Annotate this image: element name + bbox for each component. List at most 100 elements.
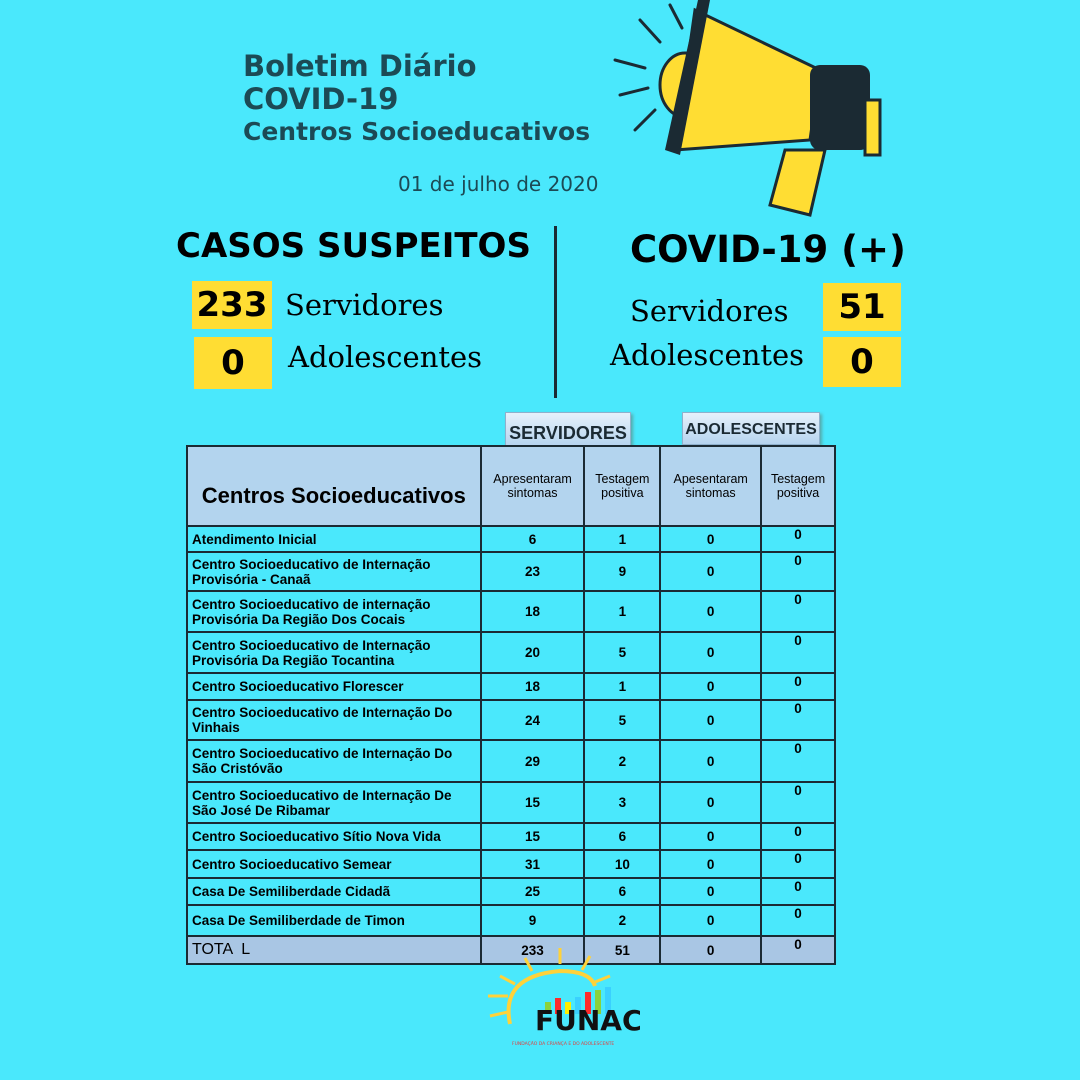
cell-adol-sintomas: 0 bbox=[659, 781, 763, 824]
cell-adol-positiva: 0 bbox=[760, 904, 836, 937]
cell-adol-sintomas: 0 bbox=[659, 739, 763, 783]
table-row: Centro Socioeducativo de Internação Do S… bbox=[186, 739, 836, 783]
cell-serv-positiva: 1 bbox=[583, 672, 662, 701]
cell-adol-sintomas: 0 bbox=[659, 672, 763, 701]
cell-centro: Atendimento Inicial bbox=[186, 525, 482, 553]
cell-centro: Centro Socioeducativo Semear bbox=[186, 849, 482, 879]
table-row: Centro Socioeducativo Sítio Nova Vida 15 6… bbox=[186, 822, 836, 851]
suspects-title: CASOS SUSPEITOS bbox=[176, 226, 531, 266]
cell-serv-sintomas: 29 bbox=[479, 739, 586, 783]
cell-centro: Centro Socioeducativo de Internação Do V… bbox=[186, 699, 482, 741]
title-line-2: COVID-19 bbox=[243, 82, 399, 116]
cell-serv-sintomas: 15 bbox=[479, 822, 586, 851]
table-row: Centro Socioeducativo de Internação Prov… bbox=[186, 551, 836, 592]
header-adol-sintomas: Apesentaram sintomas bbox=[659, 445, 763, 527]
megaphone-icon bbox=[613, 0, 882, 217]
subtitle: Centros Socioeducativos bbox=[243, 117, 591, 146]
positive-servidores-value: 51 bbox=[823, 283, 901, 331]
cell-adol-positiva: 0 bbox=[760, 525, 836, 553]
cell-adol-sintomas: 0 bbox=[659, 904, 763, 937]
cell-centro: Centro Socioeducativo de Internação Prov… bbox=[186, 551, 482, 592]
cell-serv-sintomas: 6 bbox=[479, 525, 586, 553]
cell-centro: Casa De Semiliberdade Cidadã bbox=[186, 877, 482, 906]
cell-serv-sintomas: 24 bbox=[479, 699, 586, 741]
cell-centro: Centro Socioeducativo Sítio Nova Vida bbox=[186, 822, 482, 851]
cell-serv-sintomas: 23 bbox=[479, 551, 586, 592]
cell-adol-positiva: 0 bbox=[760, 739, 836, 783]
table-row: Centro Socioeducativo Semear 31 10 0 0 bbox=[186, 849, 836, 879]
date: 01 de julho de 2020 bbox=[398, 172, 599, 196]
cell-serv-positiva: 10 bbox=[583, 849, 662, 879]
cell-serv-sintomas: 18 bbox=[479, 590, 586, 633]
cell-serv-positiva: 5 bbox=[583, 631, 662, 674]
header-serv-sintomas: Apresentaram sintomas bbox=[479, 445, 586, 527]
cell-adol-sintomas: 0 bbox=[659, 631, 763, 674]
logo-text: FUNAC bbox=[535, 1004, 640, 1037]
suspects-servidores-label: Servidores bbox=[285, 288, 444, 322]
cell-serv-positiva: 9 bbox=[583, 551, 662, 592]
positive-adolescentes-label: Adolescentes bbox=[610, 338, 805, 372]
table-row: Centro Socioeducativo Florescer 18 1 0 0 bbox=[186, 672, 836, 701]
cell-serv-positiva: 2 bbox=[583, 904, 662, 937]
positive-adolescentes-value: 0 bbox=[823, 337, 901, 387]
cell-adol-positiva: 0 bbox=[760, 672, 836, 701]
cell-serv-sintomas: 25 bbox=[479, 877, 586, 906]
suspects-adolescentes-label: Adolescentes bbox=[288, 340, 483, 374]
table-row: Centro Socioeducativo de Internação De S… bbox=[186, 781, 836, 824]
table-row: Casa De Semiliberdade de Timon 9 2 0 0 bbox=[186, 904, 836, 937]
logo-subtitle: FUNDAÇÃO DA CRIANÇA E DO ADOLESCENTE bbox=[512, 1040, 614, 1047]
cell-adol-sintomas: 0 bbox=[659, 849, 763, 879]
cell-serv-positiva: 2 bbox=[583, 739, 662, 783]
cell-serv-positiva: 6 bbox=[583, 877, 662, 906]
header-adol-positiva: Testagem positiva bbox=[760, 445, 836, 527]
group-adolescentes: ADOLESCENTES bbox=[682, 412, 820, 445]
suspects-servidores-value: 233 bbox=[192, 281, 272, 329]
cell-adol-positiva: 0 bbox=[760, 631, 836, 674]
cell-serv-positiva: 51 bbox=[583, 935, 662, 965]
cell-adol-sintomas: 0 bbox=[659, 551, 763, 592]
cell-serv-positiva: 3 bbox=[583, 781, 662, 824]
table-row: Centro Socioeducativo de internação Prov… bbox=[186, 590, 836, 633]
title: Boletim Diário COVID-19 bbox=[243, 50, 477, 116]
cell-centro: Centro Socioeducativo de Internação Prov… bbox=[186, 631, 482, 674]
cell-adol-positiva: 0 bbox=[760, 877, 836, 906]
table-header: Centros Socioeducativos Apresentaram sin… bbox=[186, 445, 836, 527]
table-row: Casa De Semiliberdade Cidadã 25 6 0 0 bbox=[186, 877, 836, 906]
cell-centro: Centro Socioeducativo de Internação Do S… bbox=[186, 739, 482, 783]
cell-adol-positiva: 0 bbox=[760, 590, 836, 633]
cell-adol-sintomas: 0 bbox=[659, 935, 763, 965]
title-line-1: Boletim Diário bbox=[243, 49, 477, 83]
cell-adol-positiva: 0 bbox=[760, 699, 836, 741]
cell-serv-sintomas: 9 bbox=[479, 904, 586, 937]
cell-serv-sintomas: 31 bbox=[479, 849, 586, 879]
cell-adol-sintomas: 0 bbox=[659, 699, 763, 741]
table-row: Centro Socioeducativo de Internação Do V… bbox=[186, 699, 836, 741]
cell-serv-positiva: 6 bbox=[583, 822, 662, 851]
cell-adol-positiva: 0 bbox=[760, 551, 836, 592]
total-row: TOTA L 233 51 0 0 bbox=[186, 935, 836, 965]
cell-centro: Casa De Semiliberdade de Timon bbox=[186, 904, 482, 937]
cell-serv-positiva: 5 bbox=[583, 699, 662, 741]
cell-adol-positiva: 0 bbox=[760, 849, 836, 879]
group-servidores: SERVIDORES bbox=[505, 412, 631, 447]
cell-adol-positiva: 0 bbox=[760, 781, 836, 824]
suspects-adolescentes-value: 0 bbox=[194, 337, 272, 389]
header-serv-positiva: Testagem positiva bbox=[583, 445, 662, 527]
cell-centro: Centro Socioeducativo Florescer bbox=[186, 672, 482, 701]
divider bbox=[554, 226, 557, 398]
positive-title: COVID-19 (+) bbox=[630, 228, 906, 271]
cell-adol-sintomas: 0 bbox=[659, 822, 763, 851]
table-row: Atendimento Inicial 6 1 0 0 bbox=[186, 525, 836, 553]
cell-adol-sintomas: 0 bbox=[659, 525, 763, 553]
positive-servidores-label: Servidores bbox=[630, 294, 789, 328]
cell-serv-positiva: 1 bbox=[583, 590, 662, 633]
cell-adol-sintomas: 0 bbox=[659, 590, 763, 633]
funac-logo: FUNAC FUNDAÇÃO DA CRIANÇA E DO ADOLESCEN… bbox=[488, 948, 640, 1047]
cell-adol-sintomas: 0 bbox=[659, 877, 763, 906]
cell-centro: TOTA L bbox=[186, 935, 482, 965]
cell-serv-sintomas: 233 bbox=[479, 935, 586, 965]
cell-serv-sintomas: 15 bbox=[479, 781, 586, 824]
cell-serv-sintomas: 20 bbox=[479, 631, 586, 674]
header-centros: Centros Socioeducativos bbox=[186, 445, 482, 527]
cell-adol-positiva: 0 bbox=[760, 935, 836, 965]
